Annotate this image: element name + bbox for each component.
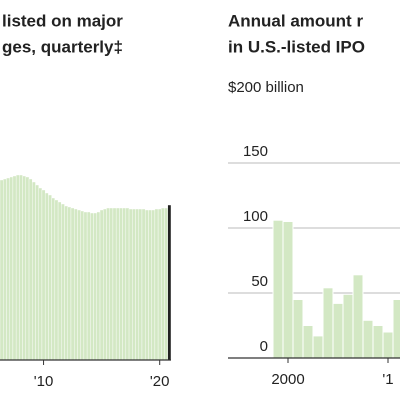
- bar: [99, 209, 104, 361]
- bar: [19, 174, 23, 361]
- bar: [167, 204, 172, 361]
- bar: [272, 219, 284, 359]
- y-tick-label: 0: [260, 338, 268, 355]
- bar: [362, 319, 374, 359]
- bar: [332, 302, 344, 359]
- x-tick-label: '1: [382, 371, 393, 388]
- bar: [77, 209, 81, 361]
- bar: [51, 197, 56, 361]
- bar: [115, 207, 120, 361]
- bar: [322, 287, 334, 359]
- x-tick-label: '10: [34, 373, 54, 390]
- bar: [103, 208, 107, 361]
- bar: [93, 212, 97, 361]
- bar: [154, 208, 159, 361]
- bar: [302, 325, 314, 359]
- bar: [6, 177, 10, 361]
- x-tick-label: 2000: [271, 371, 304, 388]
- bar: [151, 209, 156, 361]
- bar: [109, 207, 114, 361]
- bar: [48, 194, 52, 361]
- bar: [164, 207, 168, 361]
- bar: [138, 208, 143, 361]
- bar: [312, 335, 324, 359]
- bar: [38, 187, 43, 361]
- bar: [119, 207, 123, 361]
- bar: [80, 210, 85, 361]
- bar: [15, 174, 20, 361]
- bar: [70, 207, 75, 361]
- bar: [12, 175, 17, 361]
- chart-title: Annual amount r: [228, 11, 363, 30]
- bar: [9, 176, 14, 361]
- bar: [64, 205, 68, 361]
- bar: [86, 211, 91, 361]
- chart-title: ges, quarterly‡: [2, 37, 123, 56]
- bar: [32, 181, 36, 361]
- bar: [96, 211, 101, 361]
- bar: [352, 274, 364, 359]
- chart-title: listed on major: [2, 11, 123, 30]
- bar: [148, 209, 152, 361]
- bar: [41, 189, 46, 361]
- bar: [144, 209, 149, 361]
- bar: [342, 293, 354, 359]
- bar: [282, 221, 294, 359]
- bar: [132, 208, 136, 361]
- bar: [372, 325, 384, 359]
- y-axis-unit-label: $200 billion: [228, 79, 304, 96]
- bar: [125, 207, 130, 361]
- x-tick-label: '20: [150, 373, 170, 390]
- bar: [135, 208, 139, 361]
- bar: [292, 299, 304, 359]
- bar: [44, 192, 49, 361]
- bar: [83, 211, 88, 361]
- bar: [22, 175, 27, 361]
- bar: [74, 208, 78, 361]
- bar: [28, 178, 33, 361]
- bar: [112, 207, 117, 361]
- bar: [61, 203, 65, 361]
- y-tick-label: 150: [243, 143, 268, 160]
- y-tick-label: 50: [251, 273, 268, 290]
- bar: [0, 179, 4, 361]
- bar: [128, 208, 133, 361]
- chart-title: in U.S.-listed IPO: [228, 37, 365, 56]
- bar: [90, 212, 94, 361]
- bar: [157, 208, 162, 361]
- bar: [25, 176, 30, 361]
- bar: [122, 207, 127, 361]
- bar: [106, 207, 110, 361]
- bar: [382, 331, 394, 359]
- bar: [3, 178, 7, 361]
- bar: [54, 199, 59, 361]
- bar: [161, 207, 165, 361]
- bar: [141, 208, 146, 361]
- y-tick-label: 100: [243, 208, 268, 225]
- bar: [35, 184, 39, 361]
- bar: [392, 299, 400, 359]
- bar: [67, 206, 72, 361]
- bar: [57, 201, 62, 361]
